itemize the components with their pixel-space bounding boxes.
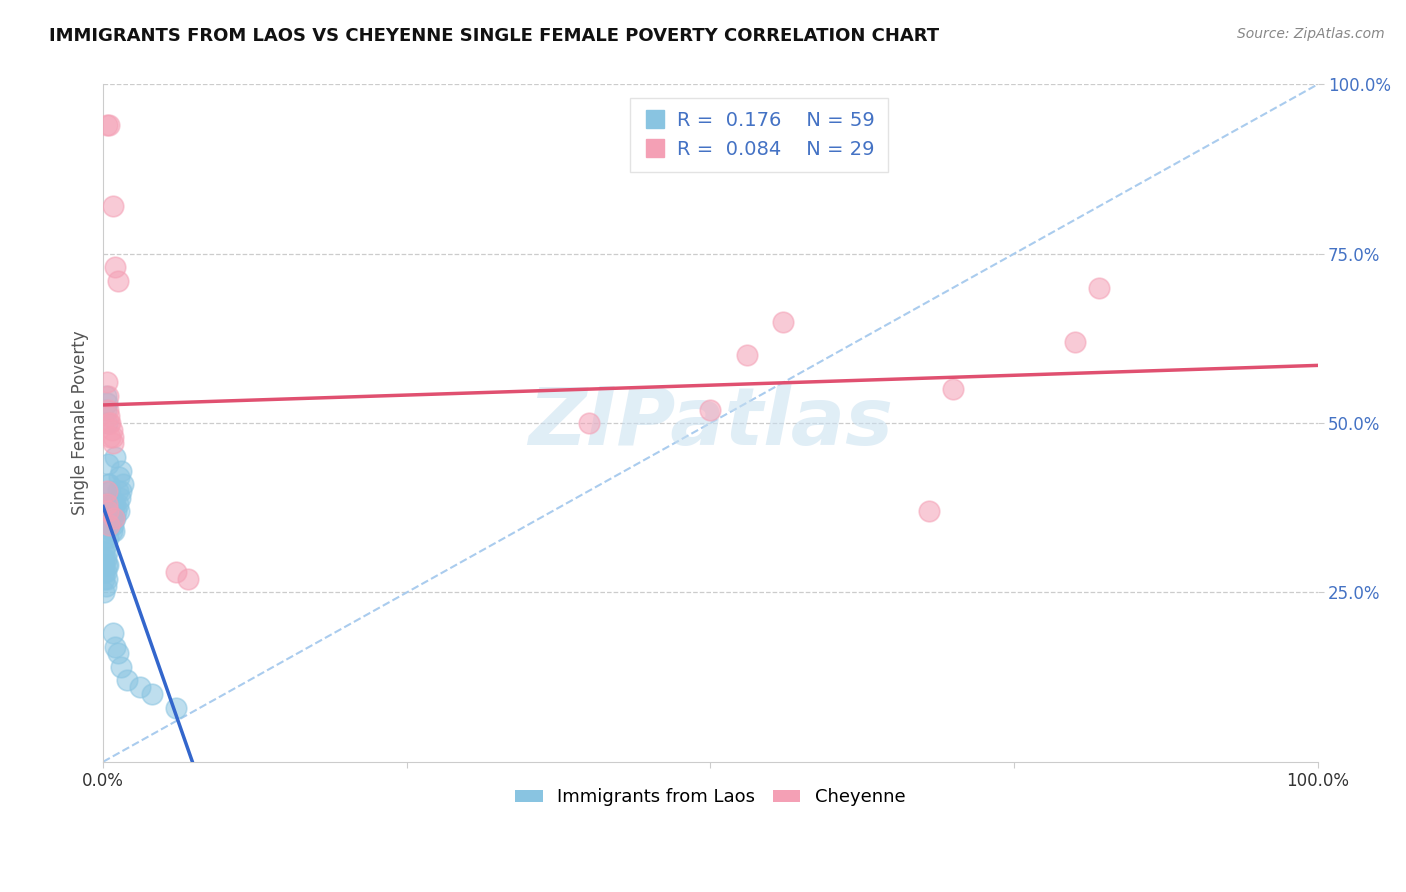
- Point: [117, 673, 139, 688]
- Text: IMMIGRANTS FROM LAOS VS CHEYENNE SINGLE FEMALE POVERTY CORRELATION CHART: IMMIGRANTS FROM LAOS VS CHEYENNE SINGLE …: [49, 27, 939, 45]
- Point: [101, 517, 124, 532]
- Point: [98, 517, 121, 532]
- Point: [578, 416, 600, 430]
- Legend: Immigrants from Laos, Cheyenne: Immigrants from Laos, Cheyenne: [508, 781, 912, 814]
- Point: [96, 416, 118, 430]
- Point: [97, 477, 120, 491]
- Point: [100, 524, 122, 539]
- Point: [97, 402, 120, 417]
- Point: [108, 504, 131, 518]
- Point: [94, 538, 117, 552]
- Point: [772, 314, 794, 328]
- Point: [93, 551, 115, 566]
- Point: [165, 565, 187, 579]
- Point: [96, 483, 118, 498]
- Point: [100, 483, 122, 498]
- Point: [100, 423, 122, 437]
- Point: [141, 687, 163, 701]
- Point: [165, 700, 187, 714]
- Point: [97, 504, 120, 518]
- Point: [1063, 334, 1085, 349]
- Point: [103, 511, 125, 525]
- Point: [110, 483, 132, 498]
- Point: [98, 497, 121, 511]
- Point: [96, 497, 118, 511]
- Point: [107, 497, 129, 511]
- Point: [104, 497, 127, 511]
- Point: [104, 511, 127, 525]
- Point: [110, 463, 132, 477]
- Point: [110, 660, 132, 674]
- Point: [94, 565, 117, 579]
- Point: [100, 517, 122, 532]
- Point: [93, 545, 115, 559]
- Point: [699, 402, 721, 417]
- Point: [104, 450, 127, 464]
- Point: [104, 640, 127, 654]
- Point: [735, 348, 758, 362]
- Point: [93, 558, 115, 573]
- Point: [107, 647, 129, 661]
- Point: [108, 491, 131, 505]
- Point: [98, 409, 121, 424]
- Point: [93, 565, 115, 579]
- Point: [93, 585, 115, 599]
- Point: [101, 436, 124, 450]
- Point: [100, 497, 122, 511]
- Point: [101, 497, 124, 511]
- Point: [107, 274, 129, 288]
- Point: [101, 430, 124, 444]
- Point: [942, 382, 965, 396]
- Point: [105, 504, 128, 518]
- Point: [108, 470, 131, 484]
- Point: [104, 260, 127, 275]
- Point: [98, 118, 121, 132]
- Point: [97, 531, 120, 545]
- Point: [94, 389, 117, 403]
- Point: [918, 504, 941, 518]
- Point: [101, 504, 124, 518]
- Text: Source: ZipAtlas.com: Source: ZipAtlas.com: [1237, 27, 1385, 41]
- Point: [98, 511, 121, 525]
- Point: [97, 504, 120, 518]
- Point: [97, 457, 120, 471]
- Point: [96, 572, 118, 586]
- Text: ZIPatlas: ZIPatlas: [527, 384, 893, 462]
- Point: [96, 558, 118, 573]
- Point: [100, 504, 122, 518]
- Point: [103, 524, 125, 539]
- Point: [100, 497, 122, 511]
- Point: [101, 626, 124, 640]
- Point: [94, 402, 117, 417]
- Point: [97, 389, 120, 403]
- Point: [94, 551, 117, 566]
- Point: [96, 118, 118, 132]
- Point: [1088, 280, 1111, 294]
- Point: [100, 430, 122, 444]
- Point: [103, 511, 125, 525]
- Point: [96, 376, 118, 390]
- Y-axis label: Single Female Poverty: Single Female Poverty: [72, 331, 89, 516]
- Point: [107, 483, 129, 498]
- Point: [128, 680, 150, 694]
- Point: [96, 396, 118, 410]
- Point: [100, 416, 122, 430]
- Point: [96, 545, 118, 559]
- Point: [97, 558, 120, 573]
- Point: [101, 199, 124, 213]
- Point: [93, 517, 115, 532]
- Point: [93, 524, 115, 539]
- Point: [111, 477, 134, 491]
- Point: [94, 579, 117, 593]
- Point: [177, 572, 200, 586]
- Point: [93, 531, 115, 545]
- Point: [98, 416, 121, 430]
- Point: [93, 572, 115, 586]
- Point: [98, 477, 121, 491]
